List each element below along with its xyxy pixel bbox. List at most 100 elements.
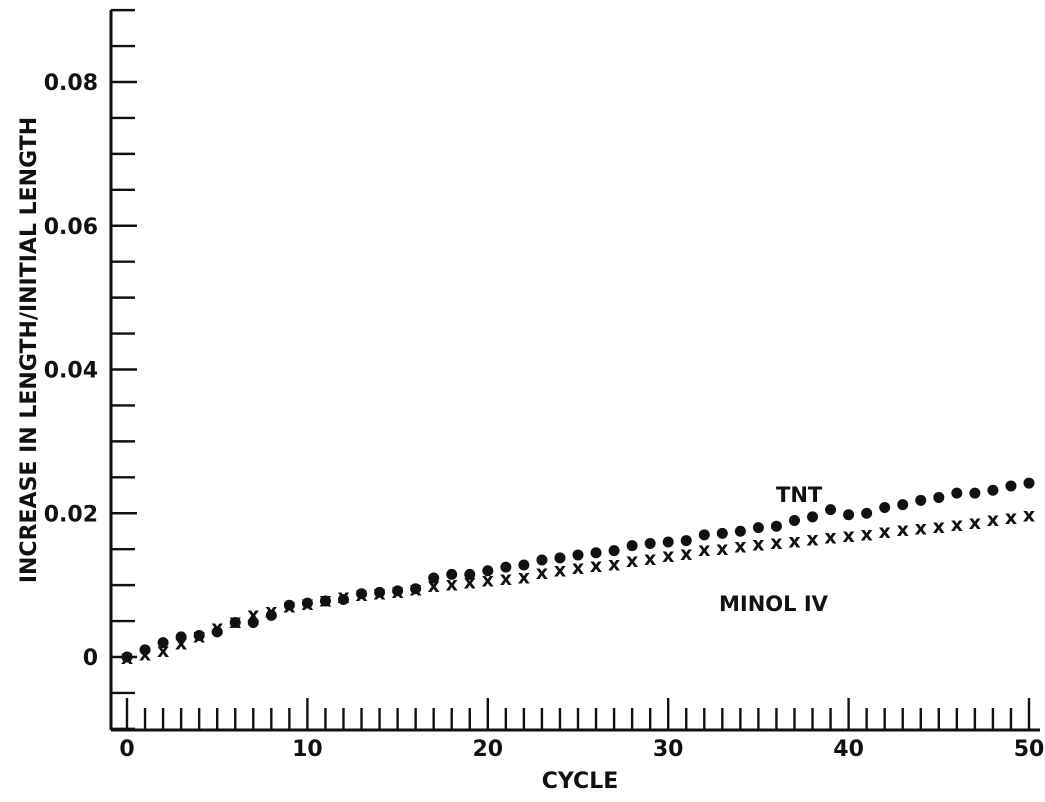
data-point-minol-iv: x [590, 555, 602, 577]
data-point-minol-iv: x [572, 557, 584, 579]
data-point-tnt [915, 494, 927, 506]
data-point-minol-iv: x [139, 643, 151, 665]
data-point-tnt [1023, 477, 1035, 489]
data-point-tnt [879, 502, 891, 513]
data-point-minol-iv: x [337, 586, 349, 608]
data-point-tnt [518, 559, 530, 571]
data-point-tnt [662, 536, 674, 548]
data-point-tnt [1005, 480, 1017, 492]
data-point-tnt [680, 535, 692, 547]
data-point-tnt [897, 499, 909, 511]
data-point-tnt [752, 522, 764, 534]
x-axis-title: CYCLE [542, 769, 618, 794]
y-axis-title: INCREASE IN LENGTH/INITIAL LENGTH [17, 117, 42, 583]
data-point-minol-iv: x [1005, 507, 1017, 529]
x-tick-label: 0 [119, 737, 134, 762]
data-point-tnt [482, 565, 494, 577]
data-point-minol-iv: x [518, 567, 530, 589]
data-point-minol-iv: x [500, 568, 512, 590]
data-point-tnt [590, 547, 602, 559]
x-tick-label: 50 [1014, 737, 1045, 762]
data-point-tnt [987, 484, 999, 496]
data-point-minol-iv: x [842, 525, 854, 547]
data-point-minol-iv: x [680, 543, 692, 565]
data-point-tnt [337, 594, 349, 605]
data-point-minol-iv: x [861, 523, 873, 545]
data-point-tnt [229, 617, 241, 628]
data-point-tnt [175, 631, 187, 643]
data-point-minol-iv: x [482, 569, 494, 591]
data-point-minol-iv: x [301, 593, 313, 615]
data-point-minol-iv: x [446, 574, 458, 596]
data-point-tnt [392, 585, 404, 597]
data-point-tnt [265, 609, 277, 621]
data-point-tnt [157, 637, 169, 649]
data-point-minol-iv: x [265, 600, 277, 622]
series-label-minol-iv: MINOL IV [719, 592, 829, 616]
axes-layer: 0 0.02 0.04 0.06 0.08 0 10 20 30 40 50 [44, 8, 1045, 762]
data-point-minol-iv: x [247, 604, 259, 626]
x-tick-label: 10 [292, 737, 323, 762]
data-point-tnt [788, 514, 800, 526]
data-point-tnt [500, 561, 512, 573]
data-point-tnt [356, 588, 368, 600]
data-point-tnt [464, 568, 476, 580]
y-tick-label: 0.06 [44, 215, 98, 240]
data-point-minol-iv: x [121, 647, 133, 669]
data-point-tnt [770, 520, 782, 532]
data-point-minol-iv: x [734, 536, 746, 558]
data-point-tnt [716, 527, 728, 539]
data-point-minol-iv: x [193, 625, 205, 647]
data-point-minol-iv: x [770, 532, 782, 554]
data-point-tnt [969, 487, 981, 499]
data-point-tnt [572, 549, 584, 561]
data-point-minol-iv: x [355, 584, 367, 606]
x-tick-label: 30 [653, 737, 684, 762]
data-point-minol-iv: x [319, 590, 331, 612]
data-point-minol-iv: x [428, 575, 440, 597]
data-point-minol-iv: x [391, 581, 403, 603]
data-point-tnt [410, 583, 422, 595]
data-point-tnt [121, 651, 133, 663]
data-point-minol-iv: x [933, 516, 945, 538]
data-point-minol-iv: x [536, 562, 548, 584]
data-point-minol-iv: x [626, 550, 638, 572]
data-point-tnt [734, 525, 746, 537]
data-point-tnt [861, 507, 873, 519]
data-point-tnt [247, 617, 259, 628]
data-point-tnt [283, 599, 295, 611]
data-point-minol-iv: x [1023, 505, 1035, 527]
series-tnt [121, 477, 1035, 663]
data-point-minol-iv: x [373, 582, 385, 604]
data-point-tnt [608, 545, 620, 557]
data-point-minol-iv: x [969, 512, 981, 534]
data-point-tnt [301, 597, 313, 609]
series-label-tnt: TNT [776, 483, 823, 507]
x-tick-label: 40 [833, 737, 864, 762]
data-point-minol-iv: x [879, 521, 891, 543]
y-tick-label: 0.02 [44, 502, 98, 527]
data-point-tnt [193, 629, 205, 641]
data-point-minol-iv: x [662, 545, 674, 567]
data-point-minol-iv: x [824, 526, 836, 548]
data-point-minol-iv: x [608, 554, 620, 576]
data-point-minol-iv: x [229, 611, 241, 633]
data-point-minol-iv: x [987, 509, 999, 531]
data-point-tnt [211, 626, 223, 638]
y-tick-label: 0 [83, 646, 98, 671]
data-point-minol-iv: x [644, 548, 656, 570]
data-point-minol-iv: x [554, 559, 566, 581]
data-point-tnt [626, 540, 638, 552]
y-tick-label: 0.08 [44, 71, 98, 96]
data-point-minol-iv: x [175, 633, 187, 655]
data-point-tnt [428, 572, 440, 584]
data-point-minol-iv: x [752, 533, 764, 555]
data-point-minol-iv: x [464, 572, 476, 594]
data-point-minol-iv: x [915, 518, 927, 540]
data-point-tnt [933, 491, 945, 503]
data-point-minol-iv: x [211, 617, 223, 639]
data-point-tnt [825, 504, 837, 516]
x-tick-label: 20 [472, 737, 503, 762]
